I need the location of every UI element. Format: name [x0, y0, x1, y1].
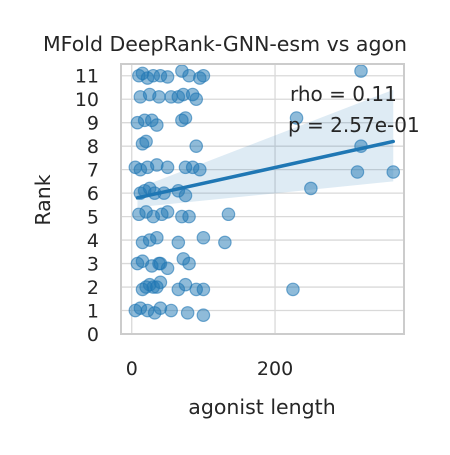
y-tick-label: 7: [87, 160, 99, 182]
scatter-point: [189, 139, 204, 153]
scatter-point: [178, 188, 193, 203]
p-value-annotation: p = 2.57e-01: [288, 113, 420, 137]
chart-title: MFold DeepRank-GNN-esm vs agon: [43, 32, 407, 56]
y-tick-label: 11: [75, 66, 99, 88]
scatter-point: [171, 235, 186, 250]
scatter-point: [182, 256, 196, 271]
scatter-point: [196, 282, 211, 297]
scatter-point: [160, 70, 175, 84]
confidence-band: [137, 89, 394, 208]
scatter-point: [196, 230, 211, 245]
scatter-point: [350, 165, 365, 179]
y-tick-label: 5: [87, 207, 99, 229]
scatter-point: [160, 205, 175, 219]
scatter-point: [289, 111, 304, 125]
y-tick-label: 1: [87, 301, 99, 323]
scatter-point: [386, 165, 401, 179]
scatter-point: [139, 134, 153, 149]
scatter-point: [153, 275, 168, 290]
y-tick-label: 0: [87, 324, 99, 346]
y-tick-label: 9: [87, 113, 99, 135]
scatter-point: [189, 92, 204, 107]
scatter-point: [180, 306, 195, 320]
plot-frame: [120, 63, 405, 335]
plot-area: [121, 64, 404, 334]
y-tick-label: 2: [87, 277, 99, 299]
scatter-point: [218, 235, 232, 250]
rho-annotation: rho = 0.11: [290, 82, 397, 106]
x-tick-label: 0: [126, 358, 138, 380]
scatter-point: [160, 160, 175, 175]
scatter-point: [354, 64, 368, 78]
scatter-point: [286, 282, 300, 297]
scatter-point: [164, 303, 178, 318]
scatter-point: [152, 90, 166, 104]
y-tick-label: 4: [87, 230, 99, 252]
x-tick-label: 200: [257, 358, 293, 380]
scatter-point: [196, 68, 211, 83]
y-tick-label: 8: [87, 136, 99, 158]
scatter-point: [196, 308, 211, 323]
scatter-point: [221, 207, 236, 222]
scatter-point: [150, 230, 164, 245]
y-axis-label: Rank: [31, 174, 55, 225]
scatter-point: [193, 162, 207, 177]
scatter-point: [304, 181, 318, 196]
scatter-point: [182, 209, 196, 224]
regression-line: [135, 139, 396, 200]
x-axis-label: agonist length: [188, 395, 335, 419]
scatter-point: [150, 118, 164, 132]
scatter-point: [153, 256, 168, 271]
y-tick-label: 10: [75, 89, 99, 111]
y-tick-label: 3: [87, 254, 99, 276]
y-tick-label: 6: [87, 183, 99, 205]
scatter-point: [178, 111, 193, 125]
